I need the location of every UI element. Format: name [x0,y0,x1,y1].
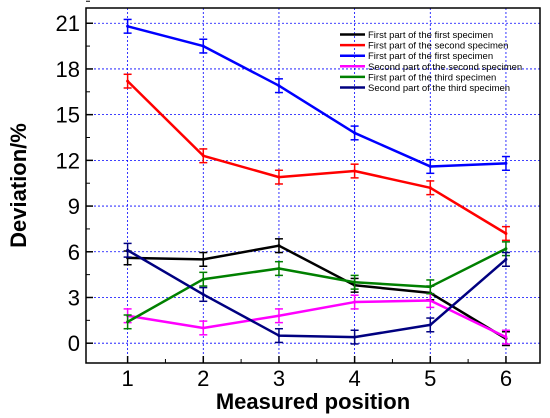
data-point [201,292,205,296]
y-tick-label: 12 [56,148,80,173]
series-line [127,299,507,339]
data-point [126,320,130,324]
y-tick-label: 3 [68,285,80,310]
series-line [126,249,507,339]
data-point [277,314,281,318]
data-point [504,335,508,339]
x-tick-label: 3 [273,366,285,391]
y-tick-label: 21 [56,11,80,36]
series-6 [123,242,510,345]
y-axis: 0 3 6 9 12 15 18 21 [56,0,93,356]
data-point [353,131,357,135]
y-axis-title: Deviation/% [6,123,31,248]
series-2 [123,73,510,242]
legend-label: Second part of the second specimen [368,62,522,73]
series-line [127,244,507,340]
data-point [428,285,432,289]
series-line [127,25,507,168]
data-point [428,323,432,327]
data-point [353,280,357,284]
data-point [504,247,508,251]
data-point [277,334,281,338]
data-point [504,161,508,165]
data-point [277,267,281,271]
data-point [353,169,357,173]
data-point [201,154,205,158]
y-tick-label: 9 [68,194,80,219]
data-point [201,326,205,330]
y-tick-label: 0 [68,331,80,356]
x-tick-label: 1 [121,366,133,391]
data-point [126,24,130,28]
series-layer [123,18,510,347]
data-point [353,300,357,304]
data-point [126,79,130,83]
data-point [428,186,432,190]
x-axis-title: Measured position [216,389,410,414]
series-line [126,80,507,235]
data-point [201,277,205,281]
y-tick-label: 18 [56,57,80,82]
x-tick-label: 4 [348,366,360,391]
legend-label: Second part of the third specimen [368,83,510,94]
y-tick-label: 6 [68,240,80,265]
data-point [277,244,281,248]
data-point [201,44,205,48]
data-point [277,84,281,88]
data-point [428,164,432,168]
plot-frame [85,7,541,364]
x-tick-label: 2 [197,366,209,391]
data-point [126,248,130,252]
x-axis: 1 2 3 4 5 6 [121,356,512,391]
data-point [353,335,357,339]
legend-label: First part of the second specimen [368,41,508,52]
data-point [428,299,432,303]
legend-label: First part of the third specimen [368,72,496,83]
data-point [504,257,508,261]
series-3 [123,18,510,175]
data-point [201,257,205,261]
legend-label: First part of the first specimen [368,51,493,62]
x-tick-label: 5 [424,366,436,391]
legend-label: First part of the first specimen [368,30,493,41]
x-tick-label: 6 [500,366,512,391]
y-tick-label: 15 [56,103,80,128]
series-4 [123,292,510,345]
data-point [504,231,508,235]
data-point [277,175,281,179]
